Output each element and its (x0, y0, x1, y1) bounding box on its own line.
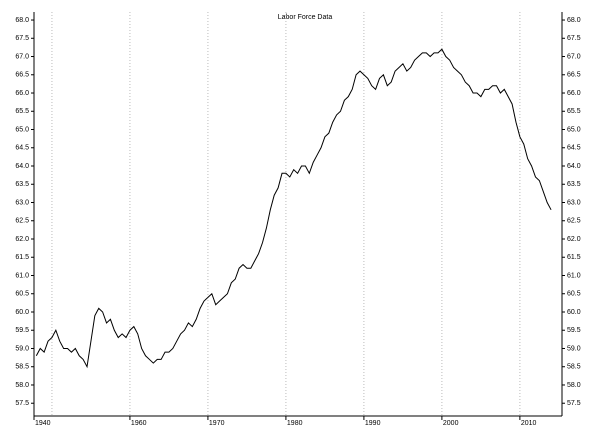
y-tick-label: 61.0 (15, 272, 29, 279)
data-line (35, 48, 552, 369)
y-tick-label: 68.0 (15, 17, 29, 24)
y-tick-label: 67.5 (15, 35, 29, 42)
y-tick-label: 61.0 (567, 272, 581, 279)
y-tick-label: 67.0 (15, 53, 29, 60)
y-tick-label: 58.0 (15, 382, 29, 389)
x-tick-label: 1960 (131, 420, 147, 427)
y-tick-label: 59.0 (15, 345, 29, 352)
y-tick-label: 57.5 (567, 400, 581, 407)
y-tick-label: 66.0 (567, 90, 581, 97)
y-tick-label: 58.5 (15, 364, 29, 371)
y-tick-label: 60.5 (567, 291, 581, 298)
y-tick-label: 61.5 (15, 254, 29, 261)
y-tick-label: 63.0 (567, 199, 581, 206)
y-tick-label: 67.0 (567, 53, 581, 60)
y-tick-label: 63.0 (15, 199, 29, 206)
y-tick-label: 64.5 (15, 145, 29, 152)
y-tick-label: 66.5 (567, 72, 581, 79)
y-tick-label: 66.0 (15, 90, 29, 97)
y-tick-label: 61.5 (567, 254, 581, 261)
x-tick-label: 1980 (287, 420, 303, 427)
y-tick-label: 66.5 (15, 72, 29, 79)
y-tick-label: 65.0 (567, 126, 581, 133)
y-tick-label: 65.5 (567, 108, 581, 115)
y-tick-label: 64.5 (567, 145, 581, 152)
y-tick-label: 57.5 (15, 400, 29, 407)
x-tick-label: 2000 (443, 420, 459, 427)
y-tick-label: 60.5 (15, 291, 29, 298)
y-tick-label: 64.0 (15, 163, 29, 170)
y-tick-label: 60.0 (15, 309, 29, 316)
y-tick-label: 63.5 (567, 181, 581, 188)
y-tick-label: 63.5 (15, 181, 29, 188)
y-tick-label: 59.5 (567, 327, 581, 334)
y-tick-label: 58.0 (567, 382, 581, 389)
y-tick-label: 59.0 (567, 345, 581, 352)
y-tick-label: 64.0 (567, 163, 581, 170)
y-tick-label: 62.0 (15, 236, 29, 243)
y-tick-label: 67.5 (567, 35, 581, 42)
x-tick-label: 1940 (35, 420, 51, 427)
x-tick-label: 2010 (521, 420, 537, 427)
y-tick-label: 62.0 (567, 236, 581, 243)
y-tick-label: 68.0 (567, 17, 581, 24)
y-tick-label: 65.0 (15, 126, 29, 133)
y-tick-label: 58.5 (567, 364, 581, 371)
y-tick-label: 60.0 (567, 309, 581, 316)
x-tick-label: 1970 (209, 420, 225, 427)
y-tick-label: 62.5 (15, 218, 29, 225)
x-tick-label: 1990 (365, 420, 381, 427)
y-tick-label: 62.5 (567, 218, 581, 225)
y-tick-label: 65.5 (15, 108, 29, 115)
y-tick-label: 59.5 (15, 327, 29, 334)
chart-title: Labor Force Data (278, 14, 333, 21)
